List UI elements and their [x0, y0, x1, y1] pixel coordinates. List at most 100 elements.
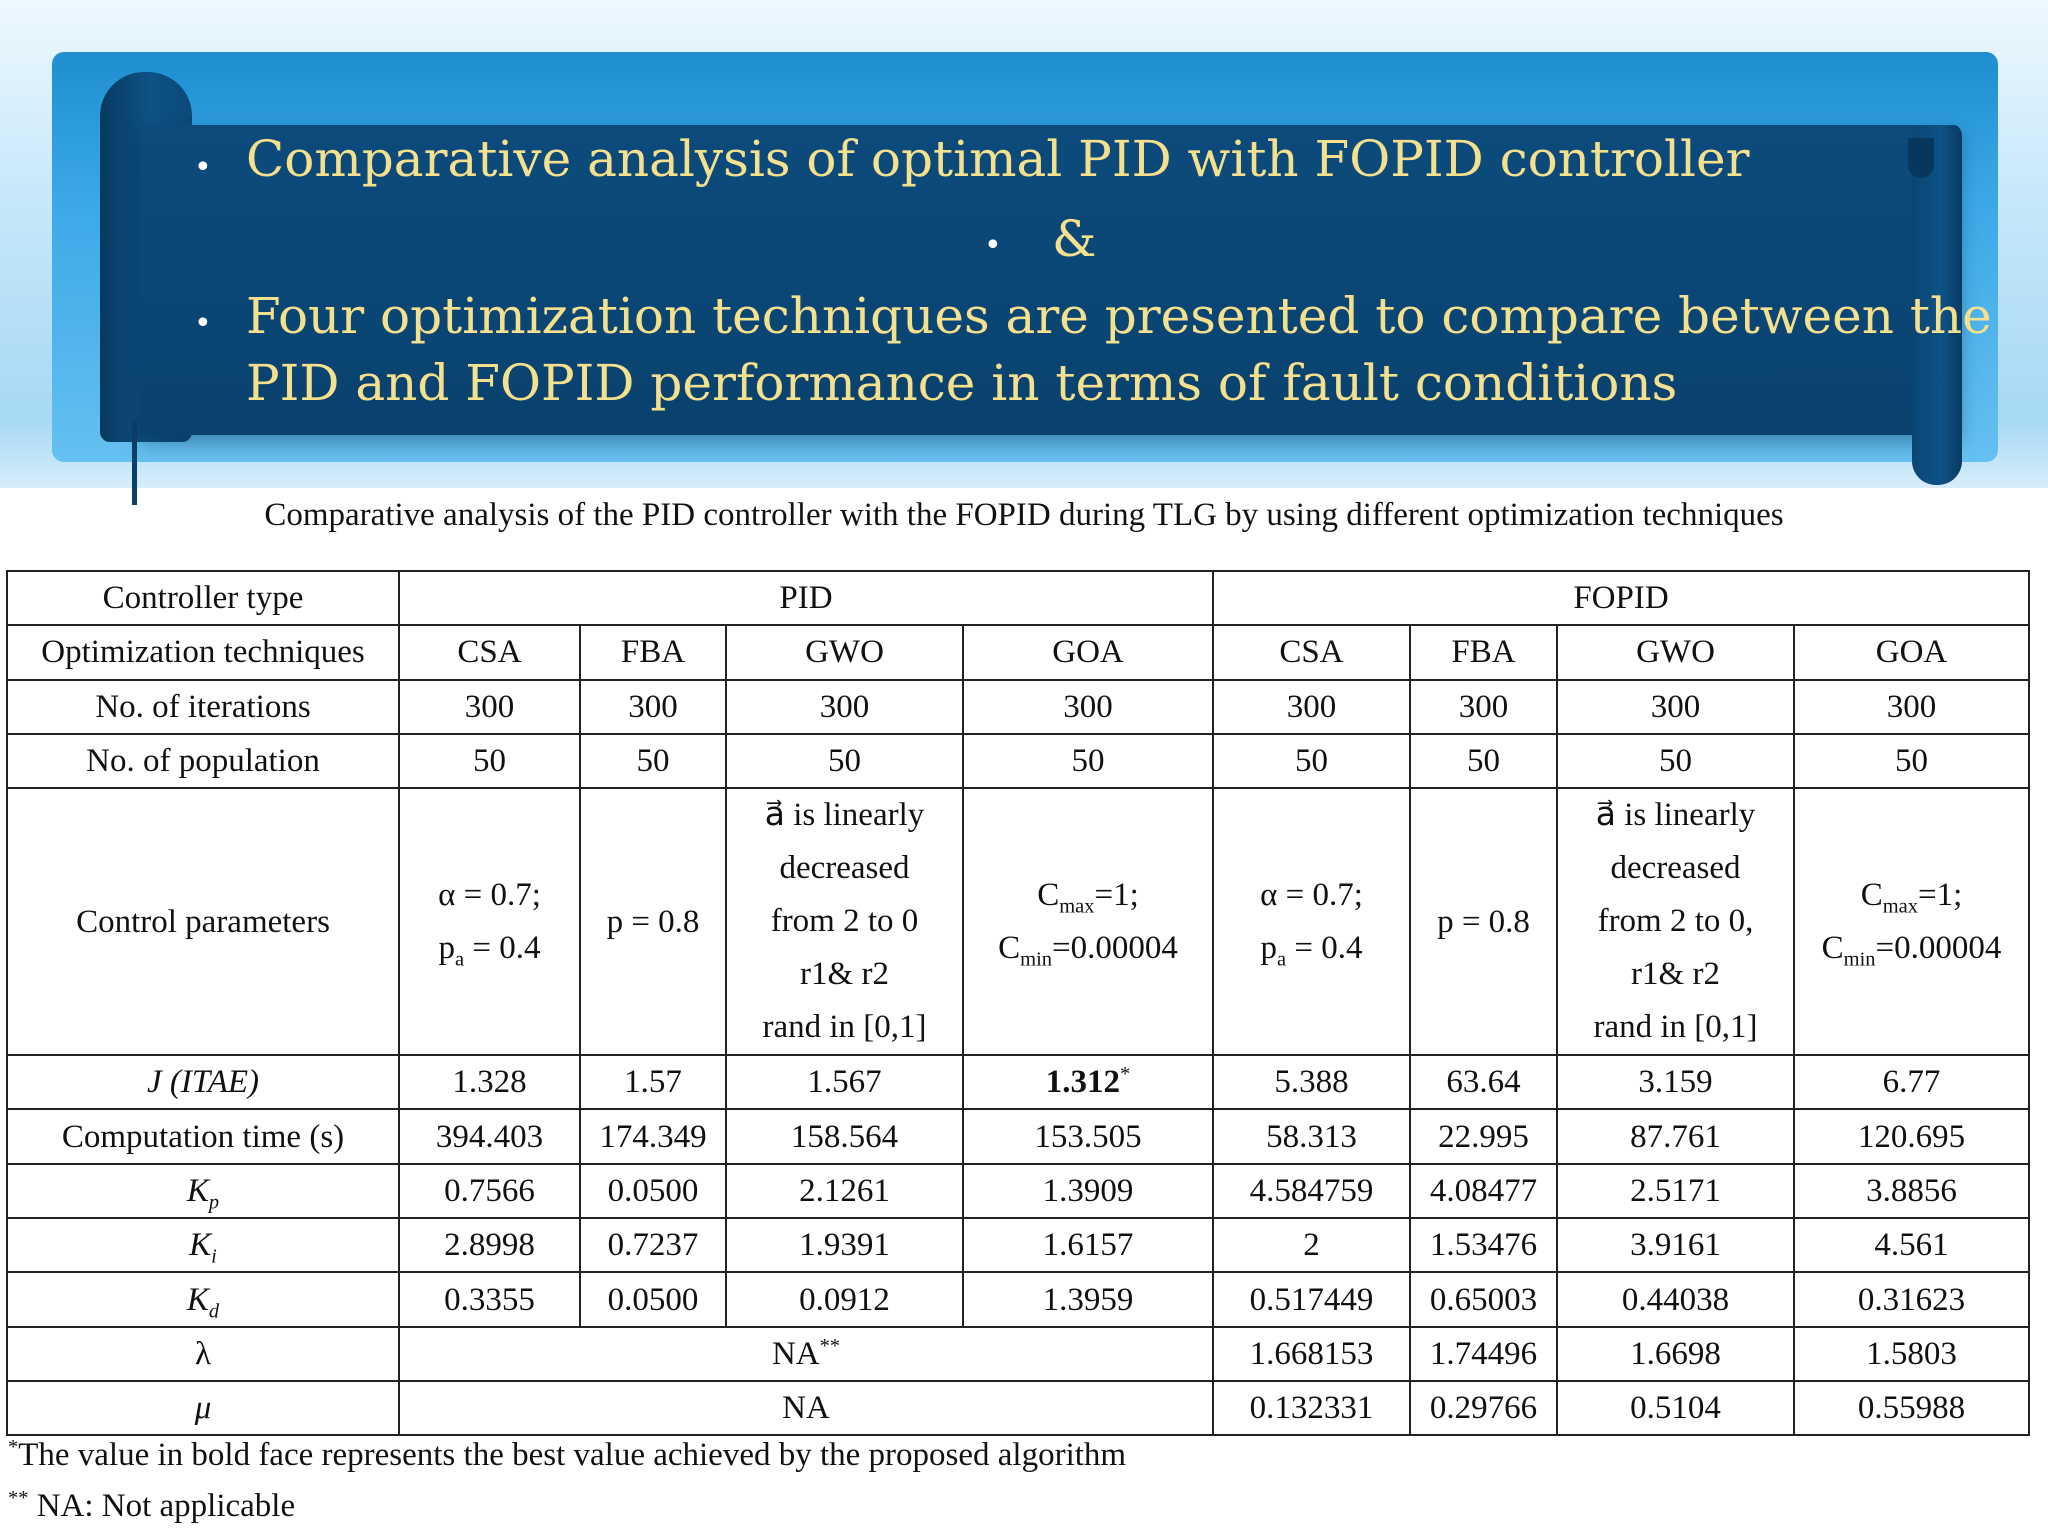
- cell: 1.3959: [962, 1271, 1214, 1328]
- cell: 300: [398, 678, 581, 735]
- cell: FBA: [1409, 624, 1558, 681]
- param-symbol: C: [1037, 876, 1060, 913]
- cell: 0.0500: [579, 1162, 727, 1220]
- cell: 50: [962, 732, 1214, 790]
- cell: 174.349: [579, 1108, 727, 1165]
- cell: 2.1261: [725, 1162, 964, 1220]
- param-subscript: a: [455, 948, 465, 971]
- footnote-mark: **: [8, 1487, 29, 1509]
- param-line: α = 0.7;: [438, 876, 541, 913]
- comparison-table: Controller type PID FOPID Optimization t…: [6, 569, 2030, 1437]
- param-symbol: C: [1821, 929, 1844, 966]
- cell: 158.564: [725, 1108, 964, 1165]
- cell: 50: [1556, 732, 1795, 790]
- row-label: Kp: [6, 1162, 400, 1220]
- cell: 394.403: [398, 1108, 581, 1165]
- scroll-right-curl: [1912, 125, 1962, 485]
- cell: 1.567: [725, 1054, 964, 1111]
- cell: 5.388: [1212, 1054, 1411, 1111]
- cell: 87.761: [1556, 1108, 1795, 1165]
- cell: 300: [962, 678, 1214, 735]
- bullet-3-line-2: PID and FOPID performance in terms of fa…: [246, 354, 1678, 412]
- param-symbol: C: [1860, 876, 1883, 913]
- param-value: =1;: [1917, 876, 1963, 913]
- cell: 22.995: [1409, 1108, 1558, 1165]
- goa-pid-params: Cmax=1; Cmin=0.00004: [962, 787, 1214, 1057]
- param-value: = 0.4: [1286, 929, 1363, 966]
- param-line: Cmax=1;: [965, 869, 1211, 922]
- param-symbol: p: [438, 929, 456, 966]
- param-line: α = 0.7;: [1260, 876, 1363, 913]
- cell: 120.695: [1793, 1108, 2030, 1165]
- mu-pid-cell: NA: [398, 1379, 1214, 1437]
- row-population: No. of population 50 50 50 50 50 50 50 5…: [6, 732, 2030, 790]
- row-optimization-techniques: Optimization techniques CSA FBA GWO GOA …: [6, 624, 2030, 681]
- cell: 1.5803: [1793, 1325, 2030, 1382]
- cell: GWO: [725, 624, 964, 681]
- param-subscript: max: [1882, 895, 1918, 918]
- cell: 1.3909: [962, 1162, 1214, 1220]
- row-mu: μ NA 0.132331 0.29766 0.5104 0.55988: [6, 1379, 2030, 1437]
- cell: 0.55988: [1793, 1379, 2030, 1437]
- param-line: a⃗ is linearly: [764, 797, 925, 834]
- cell: GOA: [962, 624, 1214, 681]
- param-line: decreased: [779, 850, 910, 887]
- cell: 0.65003: [1409, 1271, 1558, 1328]
- row-computation-time: Computation time (s) 394.403 174.349 158…: [6, 1108, 2030, 1165]
- title-scroll-banner: [140, 125, 1960, 435]
- scroll-right-notch: [1908, 138, 1934, 178]
- cell: 0.44038: [1556, 1271, 1795, 1328]
- bullet-dot: •: [194, 150, 212, 185]
- param-subscript: min: [1843, 948, 1876, 971]
- cell: 3.9161: [1556, 1217, 1795, 1274]
- bullet-dot: •: [194, 306, 212, 341]
- cell: CSA: [398, 624, 581, 681]
- row-kp: Kp 0.7566 0.0500 2.1261 1.3909 4.584759 …: [6, 1162, 2030, 1220]
- cell: 1.74496: [1409, 1325, 1558, 1382]
- row-itae: J (ITAE) 1.328 1.57 1.567 1.312* 5.388 6…: [6, 1054, 2030, 1111]
- fba-fopid-params: p = 0.8: [1409, 787, 1558, 1057]
- table-caption: Comparative analysis of the PID controll…: [264, 497, 1784, 533]
- param-value: =0.00004: [1875, 929, 2002, 966]
- cell: 0.7237: [579, 1217, 727, 1274]
- cell: 2.5171: [1556, 1162, 1795, 1220]
- fopid-header: FOPID: [1212, 569, 2030, 627]
- param-line: Cmax=1;: [1796, 869, 2027, 922]
- bullet-2: &: [1052, 210, 1097, 268]
- cell: 63.64: [1409, 1054, 1558, 1111]
- cell: 50: [1409, 732, 1558, 790]
- cell: 4.08477: [1409, 1162, 1558, 1220]
- cell: 58.313: [1212, 1108, 1411, 1165]
- cell: GOA: [1793, 624, 2030, 681]
- cell: 0.29766: [1409, 1379, 1558, 1437]
- row-label: Computation time (s): [6, 1108, 400, 1165]
- cell: 0.0500: [579, 1271, 727, 1328]
- cell: 0.517449: [1212, 1271, 1411, 1328]
- cell: 153.505: [962, 1108, 1214, 1165]
- cell: 1.328: [398, 1054, 581, 1111]
- cell: 50: [725, 732, 964, 790]
- cell: 300: [725, 678, 964, 735]
- param-line: from 2 to 0,: [1597, 903, 1754, 940]
- footnote-mark: *: [8, 1436, 19, 1458]
- na-mark: **: [819, 1334, 841, 1357]
- bullet-list: • Comparative analysis of optimal PID wi…: [190, 126, 1992, 436]
- row-label: Kd: [6, 1271, 400, 1328]
- cell: 1.9391: [725, 1217, 964, 1274]
- cell: 1.6698: [1556, 1325, 1795, 1382]
- lambda-pid-cell: NA**: [398, 1325, 1214, 1382]
- cell: 300: [1212, 678, 1411, 735]
- cell: 1.668153: [1212, 1325, 1411, 1382]
- cell: 4.584759: [1212, 1162, 1411, 1220]
- cell: 0.0912: [725, 1271, 964, 1328]
- symbol: K: [186, 1281, 209, 1318]
- subscript: p: [208, 1191, 220, 1214]
- cell: 0.7566: [398, 1162, 581, 1220]
- param-subscript: min: [1020, 948, 1052, 971]
- row-controller-type: Controller type PID FOPID: [6, 569, 2030, 627]
- cell: 0.132331: [1212, 1379, 1411, 1437]
- subscript: d: [208, 1300, 220, 1323]
- best-value-mark: *: [1120, 1063, 1131, 1086]
- param-line: r1& r2: [1631, 956, 1720, 993]
- fba-pid-params: p = 0.8: [579, 787, 727, 1057]
